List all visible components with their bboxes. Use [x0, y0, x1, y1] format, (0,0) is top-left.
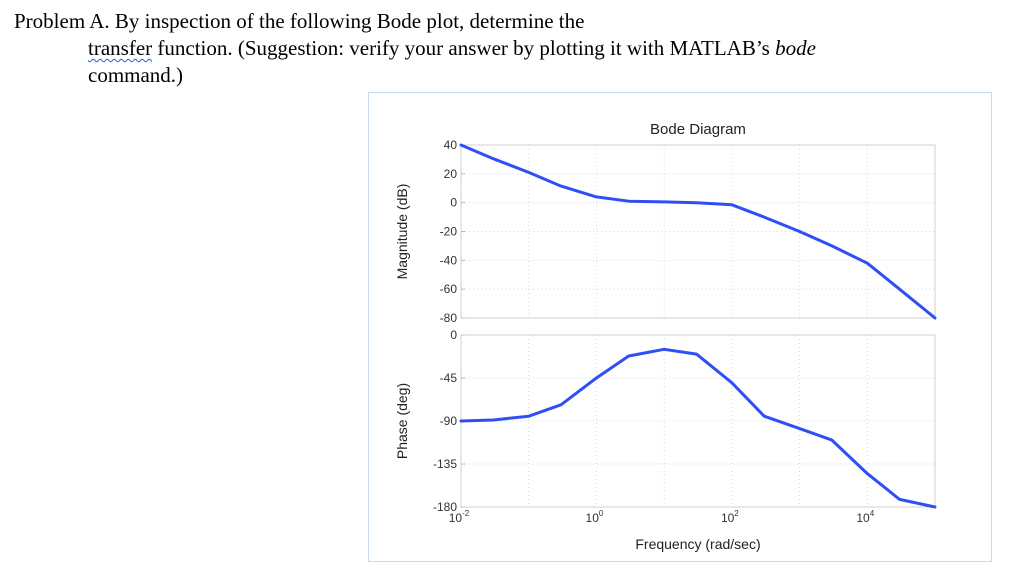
magnitude-ytick-label: -80 — [440, 311, 458, 325]
magnitude-ytick-label: 40 — [444, 138, 458, 152]
problem-line-2-italic: bode — [775, 36, 816, 60]
problem-statement: Problem A. By inspection of the followin… — [14, 8, 1014, 89]
phase-ytick-label: -135 — [433, 457, 457, 471]
problem-line-3: command.) — [88, 63, 184, 87]
problem-line-2-text: function. (Suggestion: verify your answe… — [152, 36, 776, 60]
x-tick-label: 10-2 — [449, 509, 470, 525]
x-tick-exponent: 0 — [599, 509, 604, 518]
magnitude-ytick-label: -20 — [440, 225, 458, 239]
phase-ytick-label: -90 — [440, 414, 458, 428]
spellcheck-word: transfer — [88, 36, 153, 60]
x-tick-exponent: 4 — [870, 509, 875, 518]
magnitude-ylabel: Magnitude (dB) — [394, 184, 410, 280]
phase-ytick-label: -180 — [433, 500, 457, 514]
phase-ytick-label: 0 — [450, 328, 457, 342]
magnitude-ytick-label: -40 — [440, 253, 458, 267]
bode-figure: 40 20 0 -20 -40 -60 -80 Magnitude (dB) 0 -45 -90 -1… — [368, 92, 992, 562]
x-tick-label: 104 — [856, 509, 874, 525]
magnitude-series-line — [459, 143, 937, 320]
x-tick-exponent: 2 — [734, 509, 739, 518]
magnitude-ytick-label: -60 — [440, 282, 458, 296]
x-tick-label: 100 — [586, 509, 604, 525]
x-tick-label: 102 — [721, 509, 739, 525]
problem-line-2: transfer function. (Suggestion: verify y… — [14, 35, 1014, 62]
phase-ylabel: Phase (deg) — [394, 383, 410, 459]
chart-title: Bode Diagram — [650, 121, 746, 138]
phase-ytick-label: -45 — [440, 371, 458, 385]
magnitude-ytick-label: 20 — [444, 167, 458, 181]
x-tick-exponent: -2 — [462, 509, 470, 518]
phase-series-line — [459, 347, 937, 509]
magnitude-ytick-label: 0 — [450, 196, 457, 210]
problem-line-1: Problem A. By inspection of the followin… — [14, 9, 585, 33]
x-axis-label: Frequency (rad/sec) — [635, 536, 760, 552]
